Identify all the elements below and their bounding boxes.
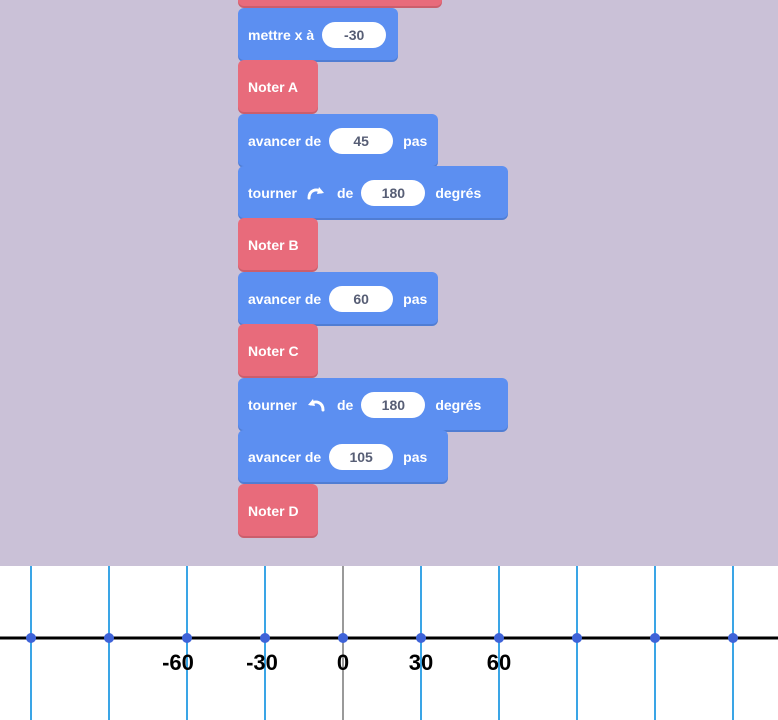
turn-right-value[interactable]: 180: [361, 180, 426, 206]
move-60-label: avancer de: [248, 291, 322, 307]
move-60-value[interactable]: 60: [329, 286, 394, 312]
note-b-block[interactable]: Noter B: [238, 218, 318, 272]
note-d-block[interactable]: Noter D: [238, 484, 318, 538]
move-45-unit: pas: [403, 133, 428, 149]
vertical-lines: [30, 566, 734, 720]
turn-left-value[interactable]: 180: [361, 392, 426, 418]
move-45-block[interactable]: avancer de 45 pas: [238, 114, 438, 168]
move-60-unit: pas: [403, 291, 428, 307]
move-60-block[interactable]: avancer de 60 pas: [238, 272, 438, 326]
tick-dot: [416, 633, 426, 643]
move-45-label: avancer de: [248, 133, 322, 149]
tick-label-0: 0: [337, 650, 349, 675]
note-a-block[interactable]: Noter A: [238, 60, 318, 114]
tick-dots: [26, 633, 738, 643]
tick-dot: [650, 633, 660, 643]
tick-dot: [260, 633, 270, 643]
rotate-counterclockwise-icon: [305, 396, 327, 414]
turn-left-unit: degrés: [435, 397, 482, 413]
tick-dot: [26, 633, 36, 643]
tick-dot: [494, 633, 504, 643]
turn-right-unit: degrés: [435, 185, 482, 201]
tick-label-minus-60: -60: [162, 650, 194, 675]
tick-dot: [728, 633, 738, 643]
turn-right-de: de: [337, 185, 354, 201]
note-c-label: Noter C: [248, 343, 299, 359]
tick-label-minus-30: -30: [246, 650, 278, 675]
set-x-value[interactable]: -30: [322, 22, 387, 48]
move-105-value[interactable]: 105: [329, 444, 394, 470]
note-d-label: Noter D: [248, 503, 299, 519]
number-line-panel: -60 -30 0 30 60: [0, 566, 778, 720]
rotate-clockwise-icon: [305, 184, 327, 202]
tick-dot: [104, 633, 114, 643]
set-x-block[interactable]: mettre x à -30: [238, 8, 398, 62]
set-x-label: mettre x à: [248, 27, 315, 43]
turn-right-label: tourner: [248, 185, 297, 201]
tick-dot: [182, 633, 192, 643]
number-line: -60 -30 0 30 60: [0, 566, 778, 720]
move-45-value[interactable]: 45: [329, 128, 394, 154]
turn-right-block[interactable]: tourner de 180 degrés: [238, 166, 508, 220]
turn-left-block[interactable]: tourner de 180 degrés: [238, 378, 508, 432]
tick-label-30: 30: [409, 650, 433, 675]
note-b-label: Noter B: [248, 237, 299, 253]
note-c-block[interactable]: Noter C: [238, 324, 318, 378]
tick-dot: [338, 633, 348, 643]
move-105-label: avancer de: [248, 449, 322, 465]
turn-left-de: de: [337, 397, 354, 413]
tick-dot: [572, 633, 582, 643]
turn-left-label: tourner: [248, 397, 297, 413]
move-105-unit: pas: [403, 449, 428, 465]
move-105-block[interactable]: avancer de 105 pas: [238, 430, 448, 484]
note-a-label: Noter A: [248, 79, 299, 95]
top-event-block-partial[interactable]: [238, 0, 442, 8]
tick-label-60: 60: [487, 650, 511, 675]
